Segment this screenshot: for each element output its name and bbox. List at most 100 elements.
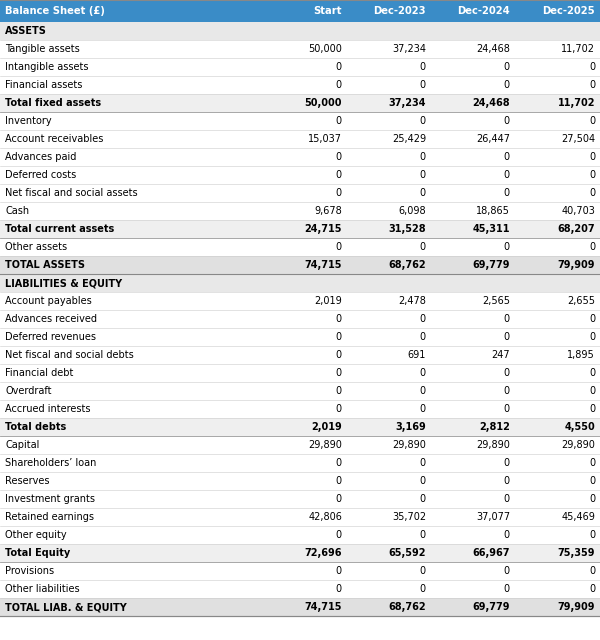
Text: 79,909: 79,909 [557,260,595,270]
Text: 2,019: 2,019 [311,422,342,432]
Text: Deferred costs: Deferred costs [5,170,76,180]
Text: 0: 0 [420,458,426,468]
Bar [0,22,600,40]
Text: 72,696: 72,696 [305,548,342,558]
Text: 0: 0 [589,314,595,324]
Text: 0: 0 [589,152,595,162]
Bar [0,580,600,598]
Bar [0,598,600,616]
Text: Other equity: Other equity [5,530,67,540]
Text: 45,311: 45,311 [473,224,510,234]
Text: 0: 0 [420,62,426,72]
Text: 0: 0 [589,386,595,396]
Text: Total debts: Total debts [5,422,66,432]
Text: Dec-2025: Dec-2025 [542,6,595,16]
Bar [0,346,600,364]
Text: 0: 0 [504,530,510,540]
Text: 0: 0 [336,350,342,360]
Text: 68,207: 68,207 [557,224,595,234]
Text: 0: 0 [504,566,510,576]
Text: 2,019: 2,019 [314,296,342,306]
Text: 35,702: 35,702 [392,512,426,522]
Text: 11,702: 11,702 [561,44,595,54]
Bar [0,382,600,400]
Text: 0: 0 [336,386,342,396]
Text: 2,478: 2,478 [398,296,426,306]
Text: 0: 0 [504,152,510,162]
Bar [0,130,600,148]
Text: 0: 0 [420,404,426,414]
Text: 0: 0 [420,170,426,180]
Text: 0: 0 [336,62,342,72]
Bar [0,274,600,292]
Text: 2,565: 2,565 [482,296,510,306]
Text: Accrued interests: Accrued interests [5,404,91,414]
Text: 0: 0 [336,368,342,378]
Text: 0: 0 [420,494,426,504]
Text: 0: 0 [420,530,426,540]
Text: 1,895: 1,895 [567,350,595,360]
Text: 27,504: 27,504 [561,134,595,144]
Bar [0,526,600,544]
Text: 0: 0 [420,368,426,378]
Text: 0: 0 [420,584,426,594]
Text: 0: 0 [589,368,595,378]
Text: 0: 0 [504,494,510,504]
Text: 66,967: 66,967 [473,548,510,558]
Text: Other liabilities: Other liabilities [5,584,80,594]
Text: 24,468: 24,468 [476,44,510,54]
Text: 29,890: 29,890 [476,440,510,450]
Text: Advances received: Advances received [5,314,97,324]
Bar [0,328,600,346]
Text: Financial assets: Financial assets [5,80,82,90]
Text: ASSETS: ASSETS [5,26,47,36]
Text: 0: 0 [420,386,426,396]
Text: 42,806: 42,806 [308,512,342,522]
Bar [0,310,600,328]
Text: 24,468: 24,468 [472,98,510,108]
Text: 0: 0 [589,242,595,252]
Text: 0: 0 [336,494,342,504]
Text: 0: 0 [420,242,426,252]
Text: Balance Sheet (£): Balance Sheet (£) [5,6,105,16]
Bar [0,508,600,526]
Text: Account payables: Account payables [5,296,92,306]
Bar [0,40,600,58]
Text: 0: 0 [504,314,510,324]
Text: Inventory: Inventory [5,116,52,126]
Text: Deferred revenues: Deferred revenues [5,332,96,342]
Text: 29,890: 29,890 [561,440,595,450]
Text: 9,678: 9,678 [314,206,342,216]
Bar [0,418,600,436]
Text: 37,234: 37,234 [389,98,426,108]
Text: LIABILITIES & EQUITY: LIABILITIES & EQUITY [5,278,122,288]
Text: 0: 0 [589,566,595,576]
Text: 0: 0 [504,386,510,396]
Text: 0: 0 [504,476,510,486]
Text: 0: 0 [589,332,595,342]
Text: 69,779: 69,779 [473,602,510,612]
Bar [0,58,600,76]
Text: 50,000: 50,000 [308,44,342,54]
Text: 0: 0 [336,242,342,252]
Bar [0,166,600,184]
Bar [0,238,600,256]
Text: Retained earnings: Retained earnings [5,512,94,522]
Text: 0: 0 [504,80,510,90]
Bar [0,364,600,382]
Text: Advances paid: Advances paid [5,152,76,162]
Text: 0: 0 [589,458,595,468]
Bar [0,454,600,472]
Text: 15,037: 15,037 [308,134,342,144]
Text: 79,909: 79,909 [557,602,595,612]
Text: 0: 0 [336,80,342,90]
Text: Provisions: Provisions [5,566,54,576]
Text: 40,703: 40,703 [561,206,595,216]
Text: Intangible assets: Intangible assets [5,62,89,72]
Bar [0,292,600,310]
Text: 0: 0 [589,404,595,414]
Text: 65,592: 65,592 [389,548,426,558]
Bar [0,400,600,418]
Text: 0: 0 [420,476,426,486]
Text: 0: 0 [589,530,595,540]
